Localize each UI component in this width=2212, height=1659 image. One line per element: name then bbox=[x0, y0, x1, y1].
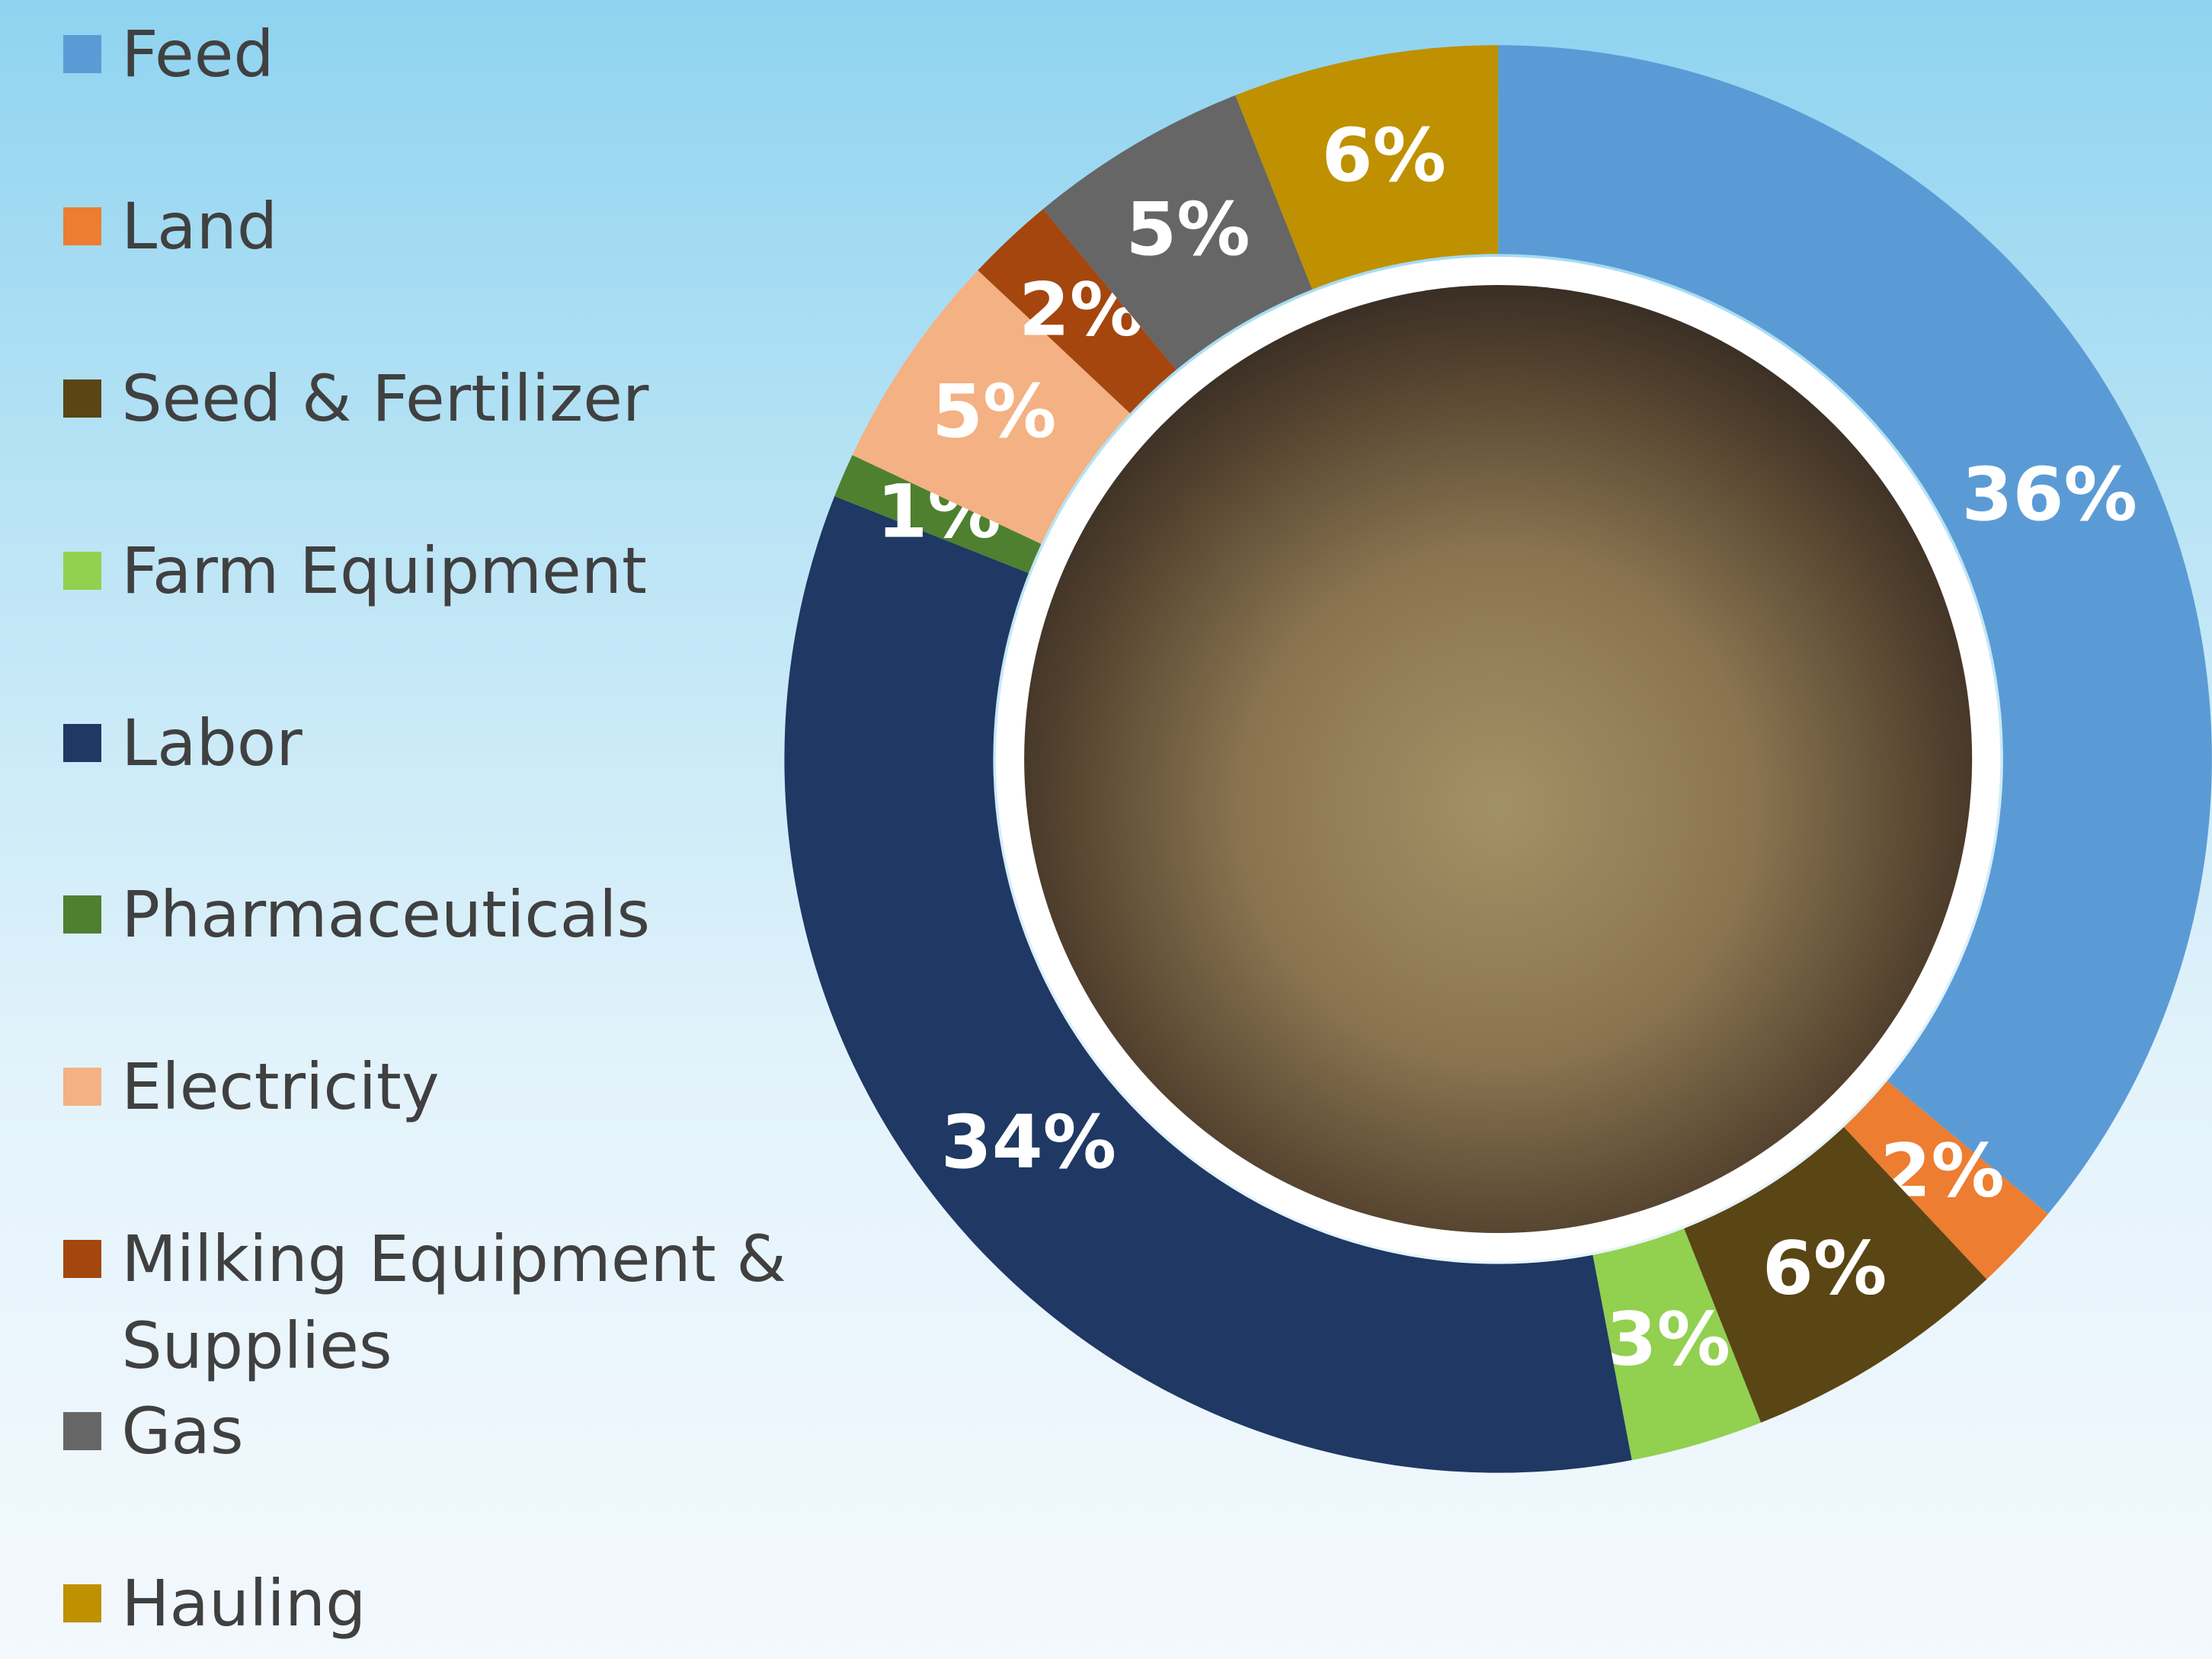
legend-item: Gas bbox=[63, 1388, 853, 1475]
legend-item: Farm Equipment bbox=[63, 527, 853, 614]
legend-label: Feed bbox=[121, 11, 853, 98]
legend-item: Seed & Fertilizer bbox=[63, 355, 853, 442]
legend-swatch bbox=[63, 380, 101, 418]
legend-swatch bbox=[63, 724, 101, 762]
photo bbox=[1024, 285, 1972, 1233]
legend-item: Electricity bbox=[63, 1043, 853, 1130]
legend-label: Electricity bbox=[121, 1043, 853, 1130]
legend-label: Milking Equipment & Supplies bbox=[121, 1215, 853, 1389]
legend-swatch bbox=[63, 1584, 101, 1622]
legend-item: Hauling bbox=[63, 1560, 853, 1647]
value-label: 6% bbox=[1322, 113, 1446, 198]
legend-swatch bbox=[63, 35, 101, 73]
value-label: 5% bbox=[932, 369, 1056, 454]
legend-swatch bbox=[63, 1068, 101, 1106]
page: 36%2%6%3%34%1%5%2%5%6% FeedLandSeed & Fe… bbox=[0, 0, 2212, 1659]
legend-swatch bbox=[63, 1240, 101, 1278]
legend-item: Pharmaceuticals bbox=[63, 871, 853, 958]
legend-label: Farm Equipment bbox=[121, 527, 853, 614]
legend-swatch bbox=[63, 895, 101, 934]
legend-swatch bbox=[63, 1412, 101, 1450]
legend-label: Gas bbox=[121, 1388, 853, 1475]
value-label: 6% bbox=[1762, 1226, 1887, 1312]
legend-label: Hauling bbox=[121, 1560, 853, 1647]
legend-label: Land bbox=[121, 183, 853, 270]
value-label: 34% bbox=[941, 1100, 1116, 1185]
legend-label: Labor bbox=[121, 700, 853, 786]
legend-item: Feed bbox=[63, 11, 853, 98]
legend-item: Labor bbox=[63, 700, 853, 786]
value-label: 36% bbox=[1962, 452, 2137, 537]
legend-label: Pharmaceuticals bbox=[121, 871, 853, 958]
legend-label: Seed & Fertilizer bbox=[121, 355, 853, 442]
legend-item: Land bbox=[63, 183, 853, 270]
legend-swatch bbox=[63, 552, 101, 590]
value-label: 5% bbox=[1125, 187, 1250, 272]
legend-swatch bbox=[63, 207, 101, 245]
value-label: 3% bbox=[1606, 1296, 1730, 1382]
legend-item: Milking Equipment & Supplies bbox=[63, 1215, 853, 1389]
